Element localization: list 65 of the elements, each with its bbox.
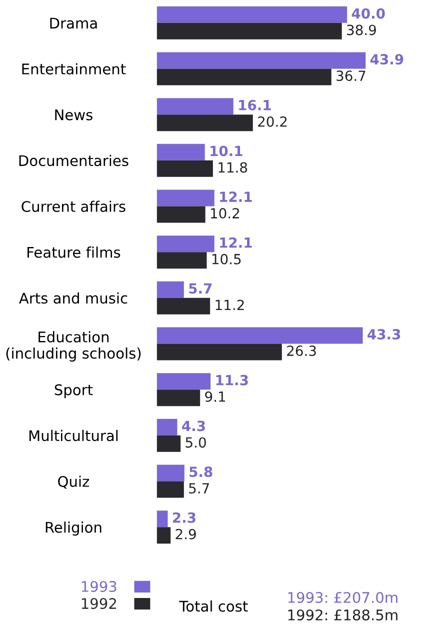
bar <box>156 190 214 206</box>
bar <box>156 327 363 344</box>
data-label: 10.1 <box>210 146 242 156</box>
data-label: 4.3 <box>182 420 205 432</box>
text: 1992: £188.5m <box>288 609 398 620</box>
data-label: 9.1 <box>205 391 226 402</box>
data-label: 10.5 <box>212 254 241 264</box>
y-tick-label: Sport <box>54 384 93 398</box>
y-tick-label: Feature films <box>28 246 120 258</box>
data-label: 36.7 <box>336 70 366 82</box>
y-tick-label: Religion <box>46 522 102 536</box>
y-tick-label: Drama <box>50 18 97 29</box>
bar <box>156 6 348 23</box>
bar <box>156 464 184 482</box>
y-tick-label: Current affairs <box>22 200 126 212</box>
bar <box>156 98 234 115</box>
y-tick-label: Arts and music <box>19 292 128 304</box>
bar <box>156 390 200 406</box>
data-label: 2.3 <box>173 512 196 523</box>
y-tick-label: Entertainment <box>22 63 126 74</box>
data-label: 26.3 <box>287 346 316 356</box>
bar <box>156 236 214 252</box>
data-label: 11.2 <box>216 300 244 310</box>
bar <box>156 435 181 452</box>
bar <box>156 344 282 360</box>
bar <box>156 252 207 269</box>
bar <box>156 114 253 132</box>
data-label: 5.7 <box>189 283 212 294</box>
legend-label: 1993 <box>82 580 116 592</box>
data-label: 5.7 <box>189 483 209 494</box>
data-label: 5.8 <box>190 466 212 478</box>
data-label: 12.1 <box>220 237 252 248</box>
data-label: 40.0 <box>352 8 385 19</box>
data-label: 16.1 <box>239 100 271 110</box>
bar <box>156 373 211 390</box>
data-label: 11.3 <box>216 374 248 386</box>
bar <box>156 298 210 314</box>
data-label: 12.1 <box>220 192 252 202</box>
y-tick-label: Documentaries <box>19 154 128 166</box>
data-label: 38.9 <box>347 24 376 36</box>
data-label: 2.9 <box>176 528 196 540</box>
data-label: 43.3 <box>368 329 400 340</box>
text: 1993: £207.0m <box>288 592 398 603</box>
bar <box>156 510 168 528</box>
bar <box>156 527 171 544</box>
y-tick-label: News <box>55 109 92 120</box>
data-label: 5.0 <box>186 437 206 448</box>
bar <box>156 160 213 177</box>
legend-label: 1992 <box>82 598 116 610</box>
bar <box>156 206 206 223</box>
text: Total cost <box>179 600 248 612</box>
bar <box>156 481 184 498</box>
y-tick-label: Multicultural <box>29 430 118 442</box>
y-tick-label: Quiz <box>58 476 90 489</box>
y-tick-label: Education (including schools) <box>6 331 141 362</box>
bar <box>156 281 184 298</box>
bar <box>156 144 205 160</box>
bar <box>156 52 366 69</box>
bar <box>156 22 342 40</box>
data-label: 20.2 <box>258 116 287 127</box>
data-label: 10.2 <box>211 208 240 219</box>
data-label: 11.8 <box>218 162 248 173</box>
bar <box>156 68 332 86</box>
data-label: 43.9 <box>370 54 404 65</box>
bar <box>156 418 178 436</box>
